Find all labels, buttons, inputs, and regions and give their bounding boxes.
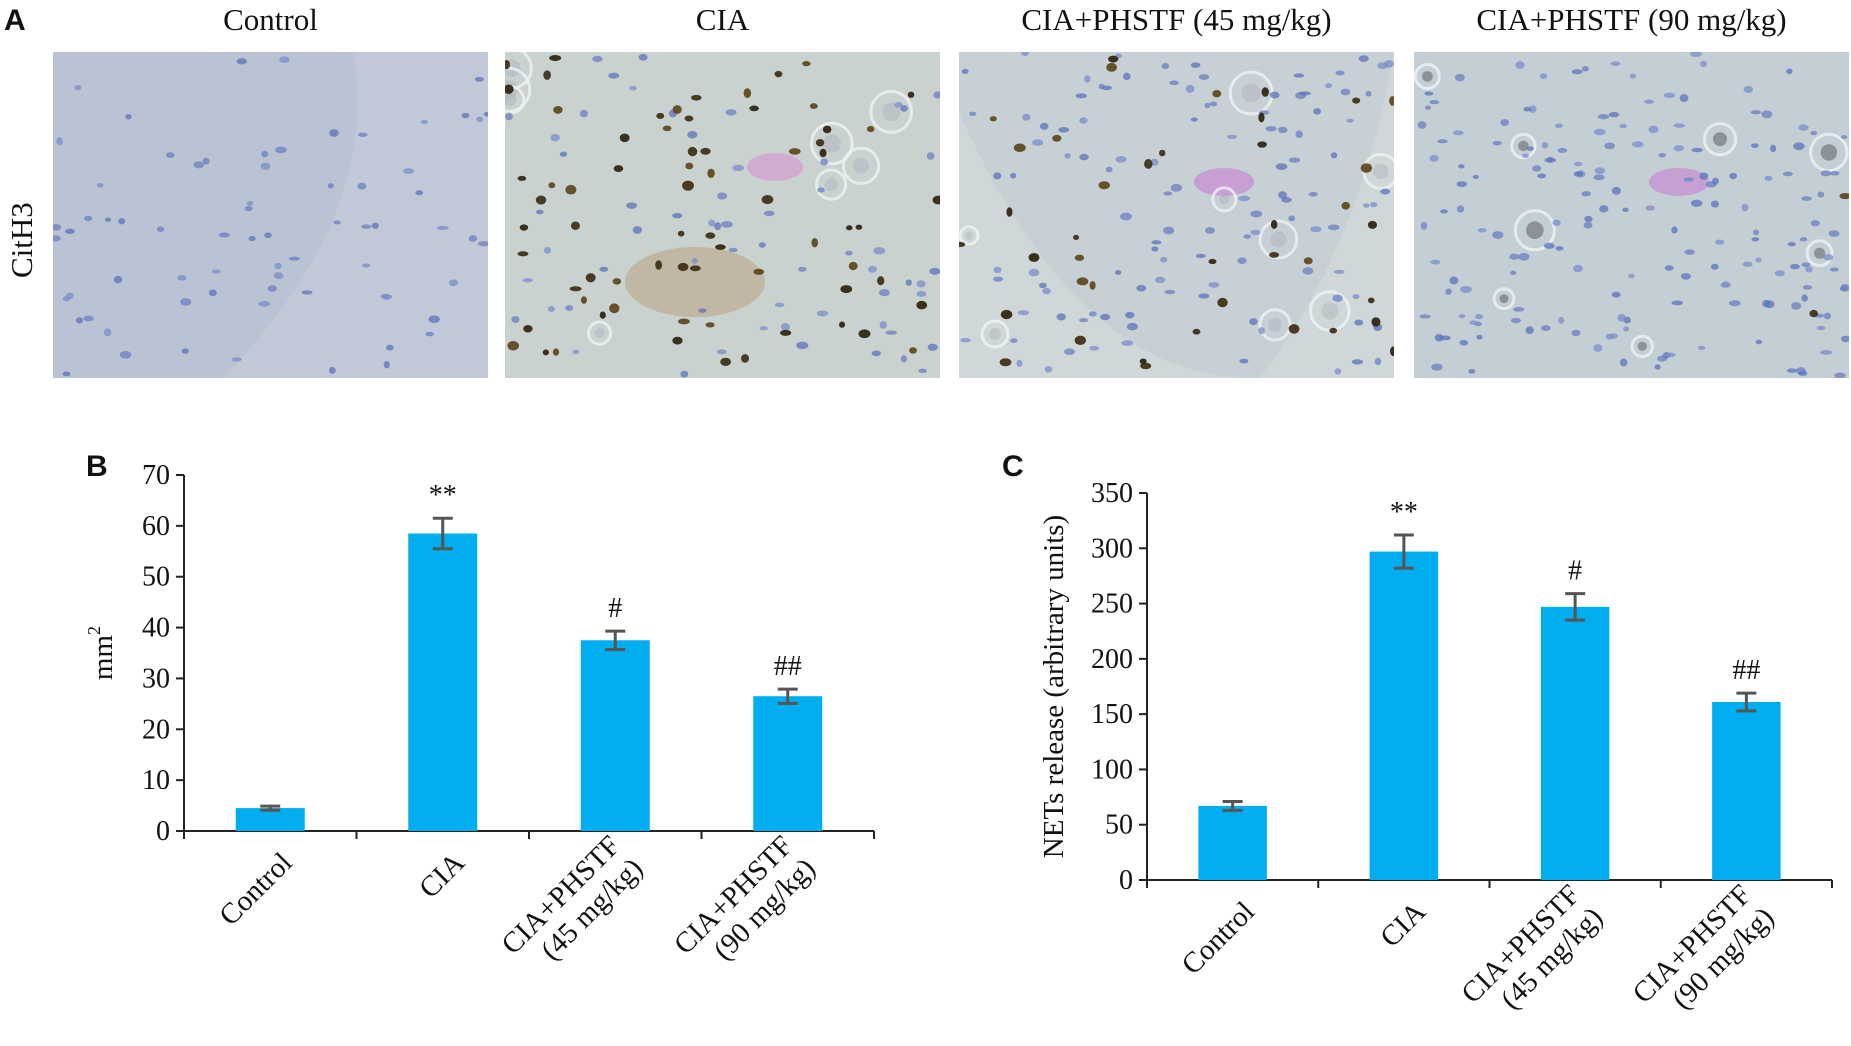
- chart-b-y-tick-label: 30: [142, 663, 170, 694]
- chart-b-y-tick-label: 0: [156, 816, 170, 847]
- chart-b-error-bar: [260, 804, 281, 812]
- chart-b-bar: [235, 808, 305, 831]
- chart-c-error-bar: [1222, 799, 1243, 812]
- chart-c-y-tick-label: 50: [1105, 810, 1133, 841]
- micrograph-cia-45: [959, 52, 1394, 378]
- chart-c-error-bar: [1736, 691, 1757, 713]
- chart-c-bar: [1540, 606, 1610, 880]
- image-title-cia: CIA: [695, 2, 750, 37]
- micrograph-control: [53, 52, 488, 378]
- chart-b-y-tick-label: 20: [142, 714, 170, 745]
- chart-b-significance-label: #: [608, 593, 622, 624]
- panel-a-letter: A: [4, 4, 26, 37]
- chart-c-category-label: CIA+PHSTF(90 mg/kg): [1627, 879, 1781, 1033]
- panel-b-letter: B: [86, 450, 108, 483]
- chart-b-y-tick-label: 50: [142, 562, 170, 593]
- bar-chart-c: 0 50 100 150 200 250 300 350 Control ** CIA # CIA+PH…: [930, 440, 1851, 1040]
- chart-c-category-label: CIA: [1374, 896, 1432, 954]
- chart-b-significance-label: **: [429, 480, 457, 511]
- chart-b-y-tick-label: 40: [142, 613, 170, 644]
- chart-c-y-tick-label: 250: [1091, 589, 1133, 620]
- chart-c-error-bar: [1393, 533, 1414, 570]
- chart-c-y-tick-label: 300: [1091, 533, 1133, 564]
- micrograph-cia-90: [1414, 52, 1849, 378]
- image-title-cia-45: CIA+PHSTF (45 mg/kg): [1021, 2, 1332, 37]
- chart-b-category-label: CIA+PHSTF(45 mg/kg): [495, 830, 649, 984]
- chart-b-category-label: CIA+PHSTF(90 mg/kg): [668, 830, 822, 984]
- chart-b-category-label: Control: [213, 847, 298, 932]
- chart-b-y-tick-label: 10: [142, 765, 170, 796]
- bar-chart-b: 0 10 20 30 40 50 60 70 Control ** CIA # CIA+PHSTF(45…: [0, 440, 900, 1040]
- chart-c-category-label: Control: [1176, 896, 1261, 981]
- chart-c-bar: [1369, 551, 1439, 880]
- chart-c-significance-label: **: [1390, 497, 1418, 528]
- chart-b-error-bar: [777, 687, 798, 705]
- panel-c-letter: C: [1002, 450, 1024, 483]
- chart-b-bar: [580, 640, 650, 831]
- chart-b-significance-label: ##: [774, 651, 802, 682]
- chart-b-bar: [753, 696, 823, 831]
- chart-b-y-axis-label: mm2: [84, 626, 119, 680]
- chart-c-y-tick-label: 350: [1091, 478, 1133, 509]
- image-title-control: Control: [223, 2, 318, 37]
- micrograph-cia: [505, 52, 940, 378]
- chart-c-bar: [1712, 701, 1781, 880]
- chart-c-significance-label: #: [1568, 556, 1582, 587]
- chart-c-y-tick-label: 200: [1091, 644, 1133, 675]
- chart-b-y-tick-label: 70: [142, 460, 170, 491]
- row-label-cith3: CitH3: [4, 202, 39, 278]
- chart-b-y-tick-label: 60: [142, 511, 170, 542]
- chart-c-significance-label: ##: [1732, 655, 1760, 686]
- chart-c-y-tick-label: 150: [1091, 699, 1133, 730]
- chart-c-y-tick-label: 0: [1119, 865, 1133, 896]
- chart-b-error-bar: [432, 516, 453, 551]
- chart-b-bar: [408, 533, 478, 831]
- chart-c-y-axis-label: NETs release (arbitrary units): [1038, 515, 1070, 858]
- image-title-cia-90: CIA+PHSTF (90 mg/kg): [1476, 2, 1787, 37]
- chart-c-error-bar: [1565, 592, 1586, 622]
- chart-c-category-label: CIA+PHSTF(45 mg/kg): [1455, 879, 1609, 1033]
- chart-b-error-bar: [605, 629, 626, 651]
- chart-c-y-tick-label: 100: [1091, 754, 1133, 785]
- chart-b-category-label: CIA: [413, 847, 471, 905]
- chart-c-bar: [1198, 805, 1267, 880]
